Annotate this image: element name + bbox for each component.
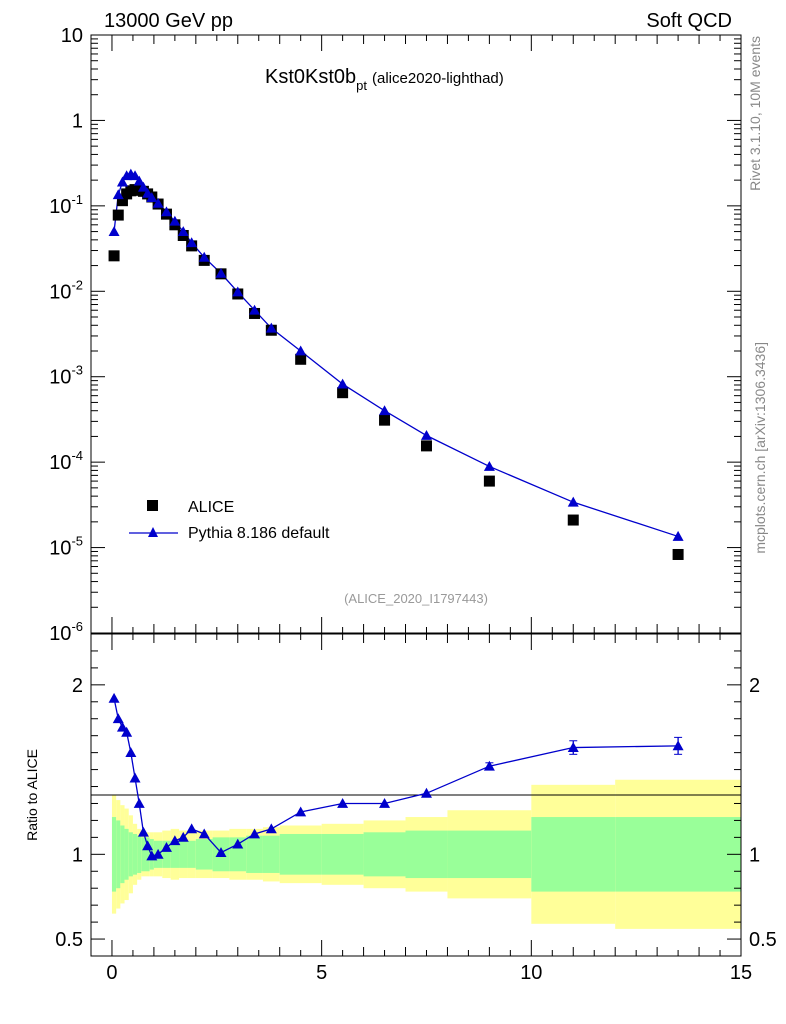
pythia-point — [337, 379, 348, 389]
ratio-y-tick-label: 1 — [72, 844, 83, 866]
tick-label-exponent: -5 — [71, 534, 83, 549]
ratio-point — [130, 773, 141, 783]
tick-label-exponent: -1 — [71, 192, 83, 207]
legend: ALICE Pythia 8.186 default — [129, 499, 330, 542]
alice-data-point — [673, 549, 684, 560]
ratio-point — [421, 788, 432, 798]
ratio-inner-band-bin — [120, 826, 124, 884]
main-panel: 10-6 10-5 10-4 10-3 10-2 10-1 1 10 ALICE Pythia… — [49, 25, 741, 645]
ratio-inner-band-bin — [179, 841, 187, 868]
tick-label-exponent: -3 — [71, 363, 83, 378]
legend-pythia-label: Pythia 8.186 default — [188, 525, 330, 542]
ratio-inner-band-bin — [322, 834, 364, 875]
alice-data-point — [568, 515, 579, 526]
header-left-label: 13000 GeV pp — [104, 10, 233, 32]
alice-data-point — [295, 354, 306, 365]
ratio-inner-band-bin — [116, 820, 120, 888]
tick-label-exponent: -4 — [71, 448, 83, 463]
ratio-y-tick-label-right: 1 — [749, 844, 760, 866]
ratio-inner-band-bin — [141, 837, 145, 871]
plot-title-analysis: (alice2020-lighthad) — [372, 70, 504, 87]
ratio-point — [134, 798, 145, 808]
header-right-label: Soft QCD — [646, 10, 732, 32]
mc-points — [109, 169, 684, 541]
main-y-tick-label: 1 — [72, 110, 83, 132]
ratio-inner-band-bin — [112, 817, 116, 892]
ratio-inner-band-bin — [133, 834, 137, 875]
main-y-tick-label: 10-4 — [49, 448, 83, 474]
rivet-version-label: Rivet 3.1.10, 10M events — [747, 36, 763, 191]
alice-data-point — [421, 440, 432, 451]
analysis-watermark: (ALICE_2020_I1797443) — [344, 591, 488, 606]
alice-data-point — [484, 476, 495, 487]
ratio-point — [186, 823, 197, 833]
ratio-inner-band-bin — [280, 834, 322, 875]
tick-label-exponent: -6 — [71, 619, 83, 634]
main-y-tick-label: 10-2 — [49, 277, 83, 303]
pythia-point — [484, 461, 495, 471]
pythia-point — [109, 226, 120, 236]
main-frame — [91, 35, 741, 633]
ratio-y-tick-label: 2 — [72, 675, 83, 697]
ratio-inner-band-bin — [447, 831, 531, 878]
ratio-point — [113, 713, 124, 723]
source-label: mcplots.cern.ch [arXiv:1306.3436] — [752, 342, 768, 554]
main-y-tick-label: 10-6 — [49, 619, 83, 645]
main-x-ticks — [112, 35, 741, 633]
ratio-inner-band-bin — [364, 832, 406, 876]
pythia-point — [379, 405, 390, 415]
ratio-y-tick-label: 0.5 — [55, 929, 83, 951]
main-y-tick-label: 10-3 — [49, 363, 83, 389]
pythia-point — [568, 497, 579, 507]
alice-data-point — [379, 415, 390, 426]
ratio-inner-band-bin — [196, 839, 213, 870]
ratio-x-tick-label: 10 — [520, 962, 542, 984]
alice-data-point — [337, 387, 348, 398]
plot-title-subscript: pt — [356, 78, 367, 93]
ratio-inner-band-bin — [263, 836, 280, 873]
ratio-point — [109, 693, 120, 703]
alice-data-point — [113, 210, 124, 221]
main-y-tick-label: 10-1 — [49, 192, 83, 218]
ratio-x-tick-label: 0 — [106, 962, 117, 984]
ratio-inner-band-bin — [125, 829, 129, 880]
legend-pythia-marker — [148, 527, 158, 537]
ratio-inner-band-bin — [531, 817, 615, 892]
main-y-tick-label: 10-5 — [49, 534, 83, 560]
ratio-inner-band-bin — [137, 836, 141, 873]
ratio-inner-band-bin — [406, 831, 448, 878]
ratio-inner-band-bin — [129, 832, 133, 876]
main-y-tick-label: 10 — [61, 25, 83, 47]
figure: 13000 GeV pp Soft QCD Kst0Kst0bpt (alice2… — [0, 0, 786, 1024]
ratio-x-tick-label: 5 — [316, 962, 327, 984]
mc-line — [114, 174, 678, 536]
plot-title: Kst0Kst0bpt (alice2020-lighthad) — [265, 66, 504, 93]
legend-alice-marker — [147, 500, 158, 511]
ratio-x-tick-label: 15 — [730, 962, 752, 984]
ratio-y-tick-label-right: 2 — [749, 675, 760, 697]
ratio-panel: 0.5 0.5 1 1 2 2 0 5 10 15 Ratio to ALICE — [24, 634, 777, 984]
plot-title-main: Kst0Kst0b — [265, 66, 356, 88]
ratio-inner-band-bin — [187, 841, 195, 868]
tick-label-exponent: -2 — [71, 277, 83, 292]
main-y-ticks: 10-6 10-5 10-4 10-3 10-2 10-1 1 10 — [49, 25, 741, 645]
ratio-inner-band-bin — [615, 817, 741, 892]
ratio-bands — [112, 780, 741, 929]
ratio-point — [125, 747, 136, 757]
pythia-point — [295, 345, 306, 355]
ratio-y-axis-label: Ratio to ALICE — [24, 749, 40, 841]
pythia-point — [421, 430, 432, 440]
pythia-point — [673, 531, 684, 541]
ratio-y-tick-label-right: 0.5 — [749, 929, 777, 951]
alice-data-point — [109, 250, 120, 261]
ratio-inner-band-bin — [246, 836, 263, 873]
legend-alice-label: ALICE — [188, 499, 234, 516]
